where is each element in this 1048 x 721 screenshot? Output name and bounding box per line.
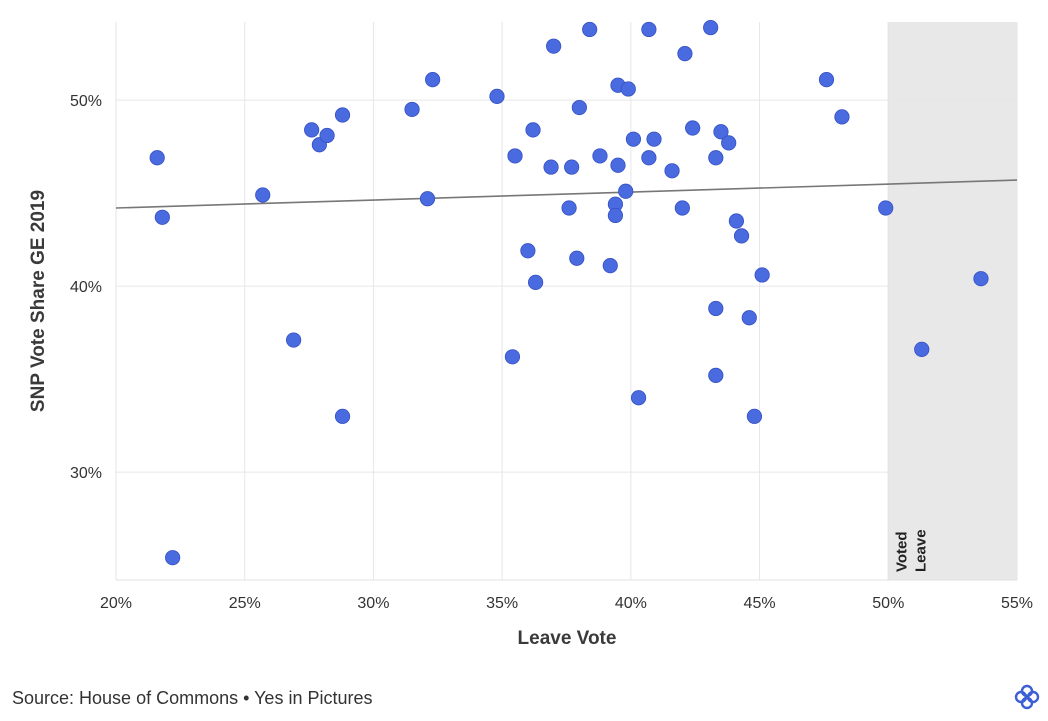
data-point [525, 122, 541, 138]
y-tick-label: 40% [70, 279, 102, 296]
trend-line [115, 179, 1018, 209]
data-point [607, 207, 624, 224]
data-point [602, 258, 618, 274]
trend-line-group [115, 179, 1018, 209]
data-point [708, 367, 724, 383]
data-point [504, 349, 521, 365]
data-point [973, 271, 989, 287]
data-point [878, 200, 894, 216]
data-point [154, 209, 170, 225]
data-point [419, 191, 436, 207]
data-point [834, 109, 850, 125]
x-axis-ticks: 20% 25% 30% 35% 40% 45% 50% 55% [100, 595, 1033, 612]
data-point [818, 72, 835, 88]
data-point [641, 21, 657, 38]
voted-leave-region [888, 22, 1017, 580]
data-point [728, 213, 745, 229]
data-point [489, 88, 505, 105]
x-tick-label: 40% [615, 595, 647, 612]
data-point [620, 81, 636, 97]
voted-leave-label: Voted Leave [893, 529, 929, 572]
data-point [708, 300, 724, 317]
data-point [319, 127, 335, 144]
data-point [754, 267, 770, 283]
x-axis-title: Leave Vote [518, 628, 617, 649]
x-tick-label: 20% [100, 595, 132, 612]
y-axis-title: SNP Vote Share GE 2019 [28, 190, 49, 412]
data-point [733, 228, 750, 244]
data-point [646, 131, 662, 147]
grid [115, 22, 1018, 581]
data-point [641, 150, 657, 166]
data-point [255, 187, 271, 203]
data-point [630, 390, 647, 406]
data-point [404, 101, 420, 118]
data-point [618, 183, 634, 199]
data-point [914, 341, 930, 357]
data-point [746, 408, 763, 424]
data-point [561, 200, 577, 216]
data-point [721, 135, 737, 151]
data-point [571, 99, 587, 116]
data-point [674, 200, 690, 216]
data-point [286, 332, 302, 348]
x-tick-label: 35% [486, 595, 518, 612]
yes-in-pictures-logo-icon [1014, 684, 1040, 710]
data-point [425, 72, 441, 88]
data-point [564, 159, 580, 175]
data-point [582, 21, 598, 38]
data-point [149, 150, 165, 166]
data-point [713, 124, 729, 140]
x-tick-label: 55% [1001, 595, 1033, 612]
data-point [334, 408, 351, 424]
data-point [520, 243, 536, 259]
y-tick-label: 50% [70, 93, 102, 110]
data-point [304, 122, 320, 138]
data-point [685, 120, 701, 136]
data-point [569, 250, 585, 266]
data-point [546, 38, 562, 54]
data-point [625, 131, 642, 147]
data-point [708, 150, 724, 166]
data-point [507, 148, 523, 164]
y-tick-label: 30% [70, 465, 102, 482]
data-point [703, 19, 719, 36]
source-caption: Source: House of Commons • Yes in Pictur… [12, 688, 373, 708]
voted-leave-band [887, 22, 1017, 580]
data-point [610, 157, 626, 173]
y-axis-ticks: 30% 40% 50% [70, 93, 102, 482]
data-point [664, 163, 680, 179]
data-point [592, 148, 608, 164]
data-point [543, 159, 559, 175]
data-point [165, 550, 181, 566]
x-tick-label: 45% [744, 595, 776, 612]
x-tick-label: 30% [357, 595, 389, 612]
data-point [677, 46, 693, 62]
data-point [528, 274, 544, 290]
x-tick-label: 50% [872, 595, 904, 612]
x-tick-label: 25% [229, 595, 261, 612]
data-points [149, 19, 989, 566]
data-point [334, 107, 351, 123]
data-point [741, 310, 757, 326]
